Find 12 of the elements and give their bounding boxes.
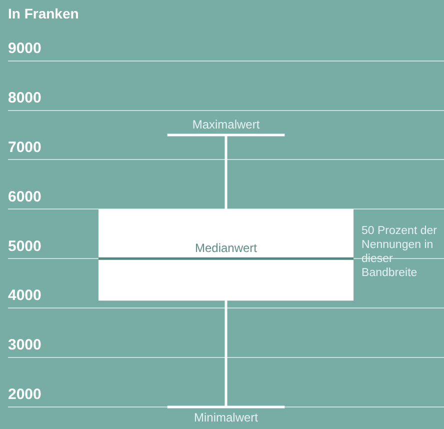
y-tick-label: 6000 [8,188,42,206]
y-tick-label: 5000 [8,238,42,255]
annotation: Medianwert [194,240,258,255]
chart-title: In Franken [8,5,79,22]
annotation: Maximalwert [192,117,260,132]
y-tick-label: 4000 [8,287,42,304]
y-tick-label: 8000 [8,89,42,106]
y-tick-label: 9000 [8,40,42,57]
y-tick-label: 7000 [8,138,42,156]
annotation: Minimalwert [194,410,259,424]
y-tick-label: 3000 [8,336,42,354]
y-tick-label: 2000 [8,386,42,404]
